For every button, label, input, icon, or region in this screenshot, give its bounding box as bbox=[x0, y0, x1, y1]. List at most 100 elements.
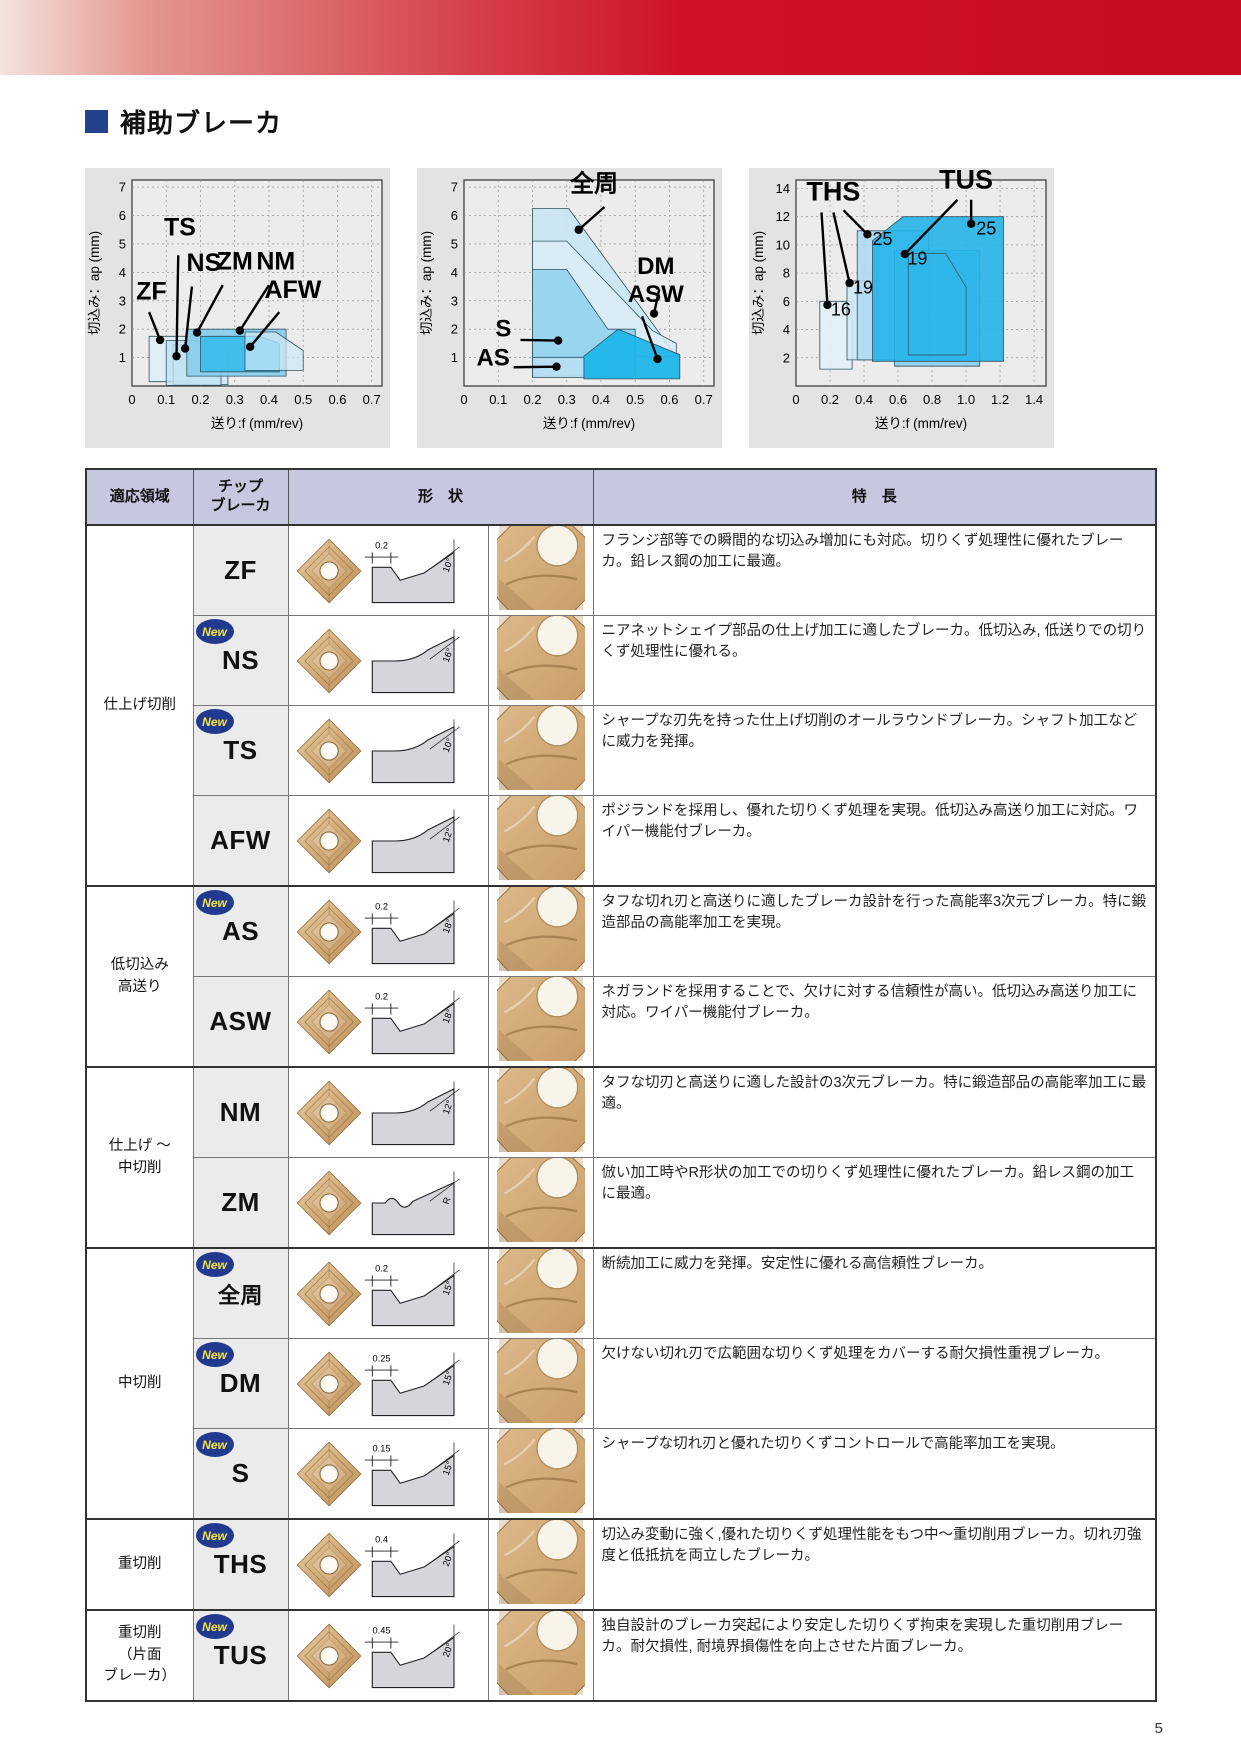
svg-text:12°: 12° bbox=[441, 1098, 455, 1115]
profile-drawing: 0.2 18° bbox=[364, 899, 460, 964]
insert-corner-photo bbox=[467, 495, 618, 646]
features-cell: シャープな刃先を持った仕上げ切削のオールラウンドブレーカ。シャフト加工などに威力… bbox=[592, 705, 1157, 796]
shape-photo-cell bbox=[467, 856, 618, 1007]
svg-text:TUS: TUS bbox=[939, 168, 993, 194]
svg-text:19: 19 bbox=[853, 278, 873, 298]
breaker-name-cell: AFW bbox=[192, 795, 289, 887]
table-row-NS: New NS 16° ニアネットシェイプ部品の仕上げ加工に適したブレーカ。低切込み… bbox=[86, 585, 1157, 736]
svg-text:10°: 10° bbox=[441, 556, 455, 573]
table-row-S: New S 0.15 15° シャープな切れ刃と優れた切りくずコントロールで高能率… bbox=[86, 1398, 1157, 1549]
svg-text:1.2: 1.2 bbox=[991, 392, 1009, 407]
svg-text:2: 2 bbox=[119, 322, 126, 337]
svg-text:2: 2 bbox=[783, 350, 790, 365]
svg-text:12°: 12° bbox=[441, 826, 455, 843]
application-area-cell: 仕上げ切削 bbox=[85, 524, 194, 887]
svg-text:4: 4 bbox=[783, 322, 790, 337]
svg-text:19: 19 bbox=[907, 249, 927, 269]
svg-text:1: 1 bbox=[119, 350, 126, 365]
table-row-ZF: 仕上げ切削 ZF 0.2 10° フランジ部等での瞬間的な切込み増加にも対応。切り… bbox=[85, 495, 1157, 887]
svg-text:0.25: 0.25 bbox=[372, 1353, 390, 1363]
header-red-band bbox=[0, 0, 1241, 75]
breaker-name-cell: New TS bbox=[192, 705, 289, 796]
new-badge: New bbox=[195, 1614, 234, 1639]
shape-photo-cell bbox=[467, 495, 618, 646]
svg-text:16°: 16° bbox=[441, 646, 455, 663]
shape-photo-cell bbox=[467, 765, 618, 916]
svg-text:AFW: AFW bbox=[264, 276, 321, 304]
shape-photo-cell bbox=[467, 1127, 618, 1278]
region-AFW bbox=[244, 331, 304, 371]
svg-text:0.3: 0.3 bbox=[558, 392, 576, 407]
table-header-row: 適応領域 チップ ブレーカ 形 状 特 長 bbox=[85, 468, 1157, 526]
insert-photo-full bbox=[296, 1623, 361, 1688]
insert-corner-photo bbox=[467, 675, 618, 826]
svg-text:10°: 10° bbox=[441, 736, 455, 753]
features-cell: 欠けない切れ刃で広範囲な切りくず処理をカバーする耐欠損性重視ブレーカ。 bbox=[592, 1338, 1157, 1429]
insert-corner-photo bbox=[467, 585, 618, 736]
shape-drawing-cell: 0.4 20° bbox=[287, 1518, 489, 1611]
svg-text:6: 6 bbox=[451, 208, 458, 223]
svg-text:0.15: 0.15 bbox=[372, 1443, 390, 1453]
breaker-name: AFW bbox=[210, 825, 271, 855]
breaker-name: S bbox=[231, 1458, 250, 1488]
profile-drawing: 0.45 20° bbox=[364, 1623, 460, 1688]
region-ASW bbox=[583, 328, 681, 380]
shape-drawing-cell: 0.2 10° bbox=[287, 524, 489, 616]
svg-text:0.5: 0.5 bbox=[626, 392, 644, 407]
breaker-name-cell: ZF bbox=[192, 524, 289, 616]
application-area-cell: 仕上げ ～ 中切削 bbox=[85, 1066, 194, 1249]
breaker-name: ASW bbox=[209, 1006, 272, 1036]
svg-text:0.2: 0.2 bbox=[821, 392, 839, 407]
new-badge: New bbox=[195, 890, 234, 915]
shape-photo-cell bbox=[467, 1398, 618, 1549]
svg-text:3: 3 bbox=[451, 293, 458, 308]
insert-corner-photo bbox=[467, 1308, 618, 1459]
svg-text:1.4: 1.4 bbox=[1025, 392, 1043, 407]
svg-text:NS: NS bbox=[187, 249, 222, 277]
shape-photo-cell bbox=[467, 1580, 618, 1731]
breaker-spec-table: 適応領域 チップ ブレーカ 形 状 特 長 仕上げ切削 ZF 0.2 10° bbox=[85, 468, 1158, 1731]
features-cell: 倣い加工時やR形状の加工での切りくず処理性に優れたブレーカ。鉛レス鋼の加工に最適… bbox=[592, 1157, 1157, 1249]
table-row-DM: New DM 0.25 15° 欠けない切れ刃で広範囲な切りくず処理をカバーする耐… bbox=[86, 1308, 1157, 1459]
breaker-name: THS bbox=[213, 1549, 268, 1579]
svg-text:10: 10 bbox=[776, 237, 790, 252]
application-area-cell: 重切削 bbox=[85, 1518, 194, 1611]
breaker-name-cell: New S bbox=[192, 1428, 289, 1520]
svg-text:5: 5 bbox=[451, 236, 458, 251]
breaker-name-cell: ASW bbox=[192, 976, 289, 1068]
breaker-name-cell: New NS bbox=[192, 615, 289, 706]
insert-corner-photo bbox=[467, 856, 618, 1007]
profile-drawing: 0.2 18° bbox=[364, 989, 460, 1054]
svg-text:12: 12 bbox=[776, 209, 790, 224]
breaker-name-cell: ZM bbox=[192, 1157, 289, 1249]
breaker-name: ZM bbox=[221, 1187, 260, 1217]
svg-text:25: 25 bbox=[873, 229, 893, 249]
breaker-name-cell: New TUS bbox=[192, 1609, 289, 1702]
features-cell: 独自設計のブレーカ突起により安定した切りくず拘束を実現した重切削用ブレーカ。耐欠… bbox=[592, 1609, 1157, 1702]
insert-photo-full bbox=[296, 1441, 361, 1506]
features-cell: タフな切れ刃と高送りに適したブレーカ設計を行った高能率3次元ブレーカ。特に鍛造部… bbox=[592, 885, 1157, 977]
shape-drawing-cell: R bbox=[287, 1157, 489, 1249]
svg-text:全周: 全周 bbox=[569, 169, 618, 197]
shape-photo-cell bbox=[467, 675, 618, 826]
svg-text:0.6: 0.6 bbox=[328, 392, 346, 407]
table-row-THS: 重切削 New THS 0.4 20° 切込み変動に強く,優れた切りくず処理性能をも… bbox=[85, 1489, 1157, 1640]
svg-text:切込み：ap (mm): 切込み：ap (mm) bbox=[419, 231, 434, 335]
insert-corner-photo bbox=[467, 1489, 618, 1640]
header-application-area: 適応領域 bbox=[85, 468, 194, 526]
svg-text:2: 2 bbox=[451, 322, 458, 337]
svg-text:切込み：ap (mm): 切込み：ap (mm) bbox=[751, 231, 766, 335]
svg-text:0.7: 0.7 bbox=[363, 392, 381, 407]
header-shape: 形 状 bbox=[287, 468, 594, 526]
page-number: 5 bbox=[1154, 1720, 1163, 1737]
insert-corner-photo bbox=[467, 1037, 618, 1188]
application-range-charts: 1 2 3 4 5 6 7 0 0.1 0.2 0.3 0.4 0.5 0.6 0.7 ZF TS NS ZM NM A… bbox=[85, 164, 1054, 448]
table-row-AS: 低切込み 高送り New AS 0.2 18° タフな切れ刃と高送りに適したブレーカ… bbox=[85, 856, 1157, 1068]
svg-text:1.0: 1.0 bbox=[957, 392, 975, 407]
application-area-cell: 重切削 （片面 ブレーカ） bbox=[85, 1609, 194, 1702]
chart-heavy-breakers: 2 4 6 8 10 12 14 0 0.2 0.4 0.6 0.8 1.0 1.2 1.4 THS TUS 16… bbox=[749, 164, 1054, 448]
profile-drawing: 16° bbox=[371, 628, 460, 693]
header-features: 特 長 bbox=[592, 468, 1157, 526]
insert-photo-full bbox=[296, 628, 361, 693]
